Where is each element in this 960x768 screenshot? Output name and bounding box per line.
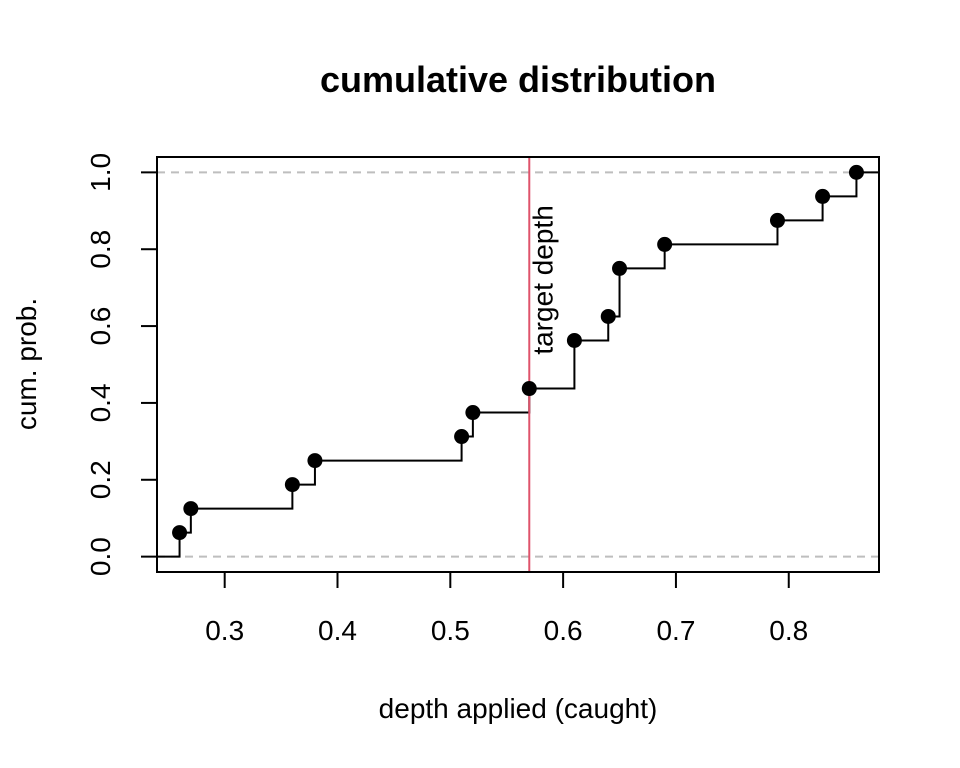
x-tick-label-0: 0.3 <box>205 615 244 646</box>
y-tick-label-4: 0.8 <box>85 230 116 269</box>
data-point-10 <box>657 236 673 252</box>
data-point-9 <box>612 260 628 276</box>
x-tick-label-5: 0.8 <box>769 615 808 646</box>
y-tick-label-5: 1.0 <box>85 153 116 192</box>
data-point-8 <box>600 308 616 324</box>
x-axis-label: depth applied (caught) <box>379 693 658 724</box>
data-point-1 <box>183 501 199 517</box>
data-point-13 <box>848 164 864 180</box>
data-point-4 <box>454 429 470 445</box>
data-point-11 <box>769 212 785 228</box>
chart-title: cumulative distribution <box>320 59 716 100</box>
y-axis: 0.0 0.2 0.4 0.6 0.8 1.0 <box>85 153 158 576</box>
data-point-2 <box>284 477 300 493</box>
x-tick-label-2: 0.5 <box>431 615 470 646</box>
data-point-6 <box>521 381 537 397</box>
y-tick-label-1: 0.2 <box>85 460 116 499</box>
ecdf-step-path <box>157 171 879 558</box>
y-tick-label-3: 0.6 <box>85 307 116 346</box>
y-tick-label-0: 0.0 <box>85 537 116 576</box>
data-point-12 <box>815 188 831 204</box>
x-tick-label-4: 0.7 <box>656 615 695 646</box>
target-depth-label: target depth <box>527 205 558 354</box>
x-axis: 0.3 0.4 0.5 0.6 0.7 0.8 <box>205 571 808 646</box>
x-tick-label-3: 0.6 <box>544 615 583 646</box>
reference-lines <box>157 171 879 558</box>
data-point-0 <box>172 525 188 541</box>
y-tick-label-2: 0.4 <box>85 383 116 422</box>
data-point-3 <box>307 453 323 469</box>
target-depth-annotation: target depth <box>527 157 558 572</box>
x-tick-label-1: 0.4 <box>318 615 357 646</box>
data-points <box>172 164 864 541</box>
data-point-7 <box>566 332 582 348</box>
y-axis-label: cum. prob. <box>11 298 42 430</box>
step-line <box>157 171 879 558</box>
data-point-5 <box>465 405 481 421</box>
